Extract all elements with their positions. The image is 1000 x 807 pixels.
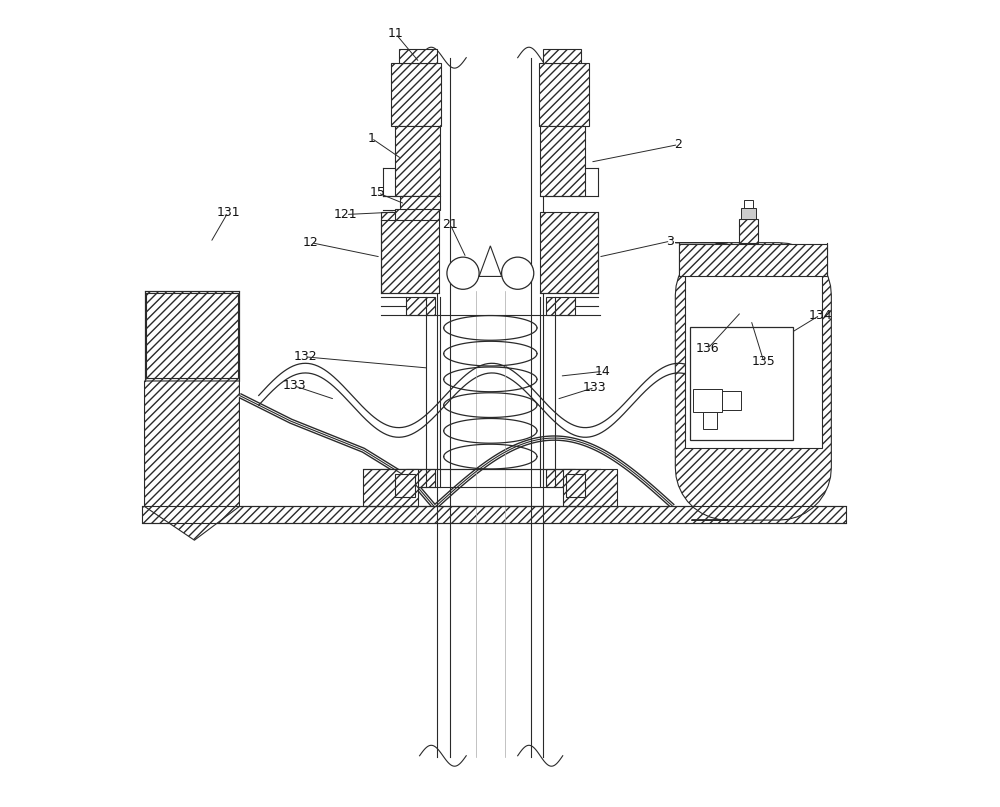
Bar: [406, 470, 435, 487]
Bar: [739, 220, 758, 244]
Bar: [741, 208, 756, 220]
Text: 3: 3: [667, 235, 674, 248]
Text: 14: 14: [595, 365, 611, 378]
Text: 131: 131: [216, 206, 240, 219]
Bar: [400, 196, 440, 211]
Polygon shape: [675, 243, 831, 521]
Bar: [142, 507, 846, 522]
Polygon shape: [479, 246, 502, 277]
Text: 135: 135: [752, 355, 776, 368]
Bar: [546, 297, 575, 315]
Text: 133: 133: [282, 379, 306, 392]
Bar: [145, 291, 239, 381]
Bar: [363, 470, 418, 507]
Text: 2: 2: [675, 138, 682, 151]
Bar: [146, 293, 238, 378]
Bar: [399, 49, 437, 63]
Bar: [563, 470, 617, 507]
Bar: [540, 126, 585, 196]
Text: 15: 15: [370, 186, 386, 199]
Bar: [395, 475, 415, 497]
Bar: [395, 209, 439, 220]
Bar: [685, 271, 822, 448]
Text: 134: 134: [808, 308, 832, 321]
Text: 21: 21: [442, 218, 458, 231]
Bar: [679, 245, 827, 277]
Bar: [722, 391, 741, 410]
Text: 136: 136: [696, 342, 719, 355]
Text: 12: 12: [303, 236, 319, 249]
Text: 121: 121: [334, 208, 357, 221]
Bar: [693, 389, 722, 412]
Text: 133: 133: [583, 381, 607, 394]
Text: 132: 132: [294, 350, 317, 363]
Bar: [543, 49, 581, 63]
Bar: [566, 475, 585, 497]
Bar: [744, 200, 753, 208]
Bar: [690, 327, 793, 440]
Polygon shape: [145, 381, 239, 540]
Bar: [395, 126, 440, 196]
Bar: [381, 212, 439, 292]
Bar: [539, 63, 589, 126]
Bar: [146, 293, 238, 378]
Bar: [391, 63, 441, 126]
Bar: [406, 297, 435, 315]
Text: 11: 11: [388, 27, 403, 40]
Text: 1: 1: [367, 132, 375, 144]
Bar: [546, 470, 575, 487]
Bar: [540, 212, 598, 292]
Circle shape: [447, 257, 479, 289]
Circle shape: [502, 257, 534, 289]
Bar: [703, 412, 717, 429]
